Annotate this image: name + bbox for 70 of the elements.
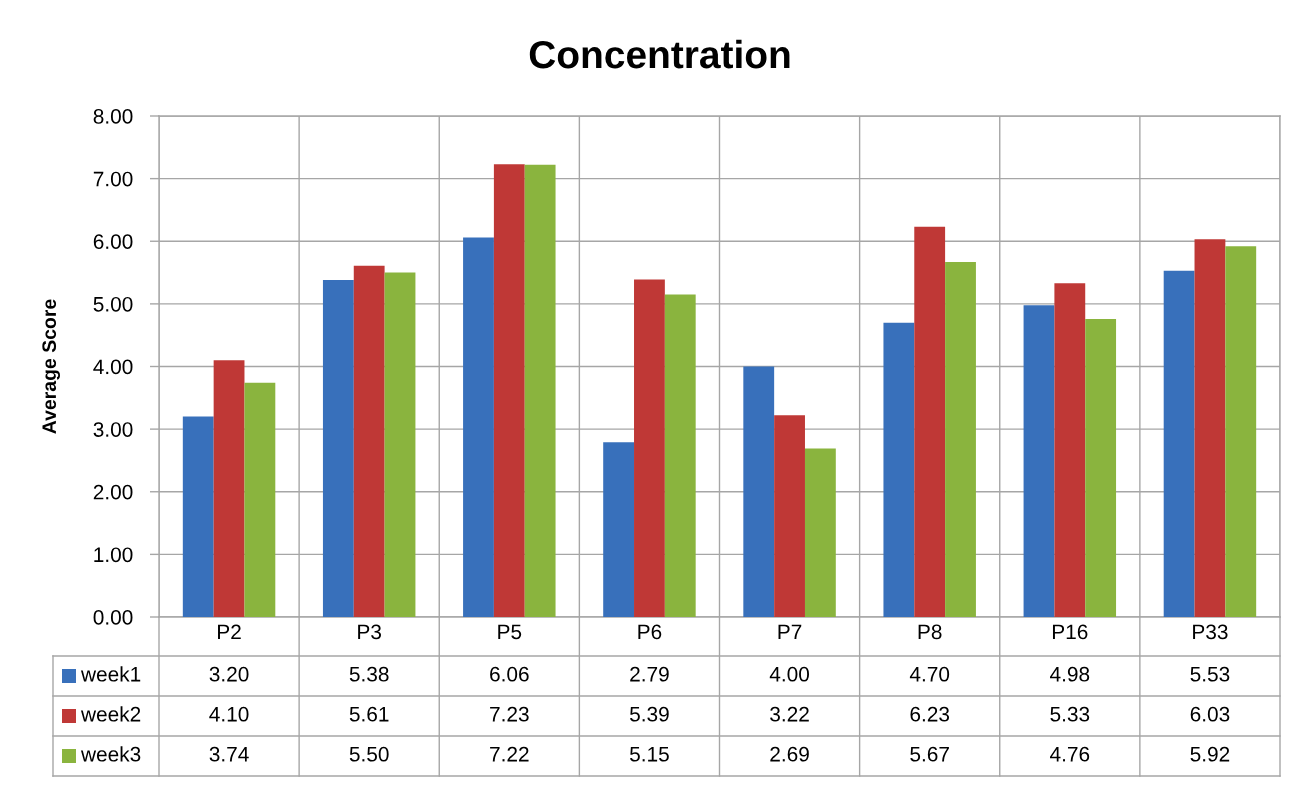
y-tick-label: 1.00 (94, 547, 133, 563)
data-label: 4.76 (1050, 746, 1090, 762)
x-tick-label: P7 (778, 624, 802, 640)
x-tick-label: P33 (1193, 624, 1228, 640)
y-axis-title: Average Score (42, 299, 60, 434)
data-label: 5.38 (349, 666, 389, 682)
data-label: 2.79 (630, 666, 669, 682)
data-label: 4.98 (1050, 666, 1090, 682)
bar (244, 382, 276, 617)
data-label: 5.39 (630, 706, 669, 722)
data-label: 5.92 (1190, 746, 1230, 762)
chart-title: Concentration (529, 39, 790, 69)
data-label: 7.22 (490, 746, 529, 762)
data-label: 7.23 (490, 706, 529, 722)
data-label: 5.15 (630, 747, 669, 762)
data-label: 5.67 (910, 746, 949, 762)
y-tick-label: 0.00 (93, 610, 133, 625)
bar (804, 448, 836, 617)
bar (1163, 270, 1195, 617)
data-label: 5.33 (1050, 706, 1090, 722)
bar (1085, 318, 1117, 617)
y-tick-label: 5.00 (93, 296, 133, 312)
bar (493, 164, 525, 617)
x-tick-label: P3 (358, 624, 382, 640)
y-tick-label: 7.00 (93, 171, 133, 187)
x-tick-label: P6 (638, 624, 662, 640)
bar (634, 279, 665, 617)
legend-label: week2 (80, 706, 141, 722)
data-label: 6.03 (1190, 706, 1230, 722)
bar (182, 416, 214, 617)
bar (524, 164, 556, 617)
data-label: 3.22 (770, 706, 809, 722)
x-tick-label: P16 (1052, 624, 1088, 640)
y-tick-label: 3.00 (93, 422, 133, 437)
data-label: 4.00 (769, 666, 810, 682)
data-label: 3.74 (209, 746, 249, 762)
bar (1054, 283, 1086, 617)
bar (603, 442, 635, 617)
bar (463, 237, 494, 617)
data-label: 5.61 (349, 706, 389, 722)
y-tick-label: 2.00 (93, 484, 133, 500)
bar (1023, 305, 1055, 617)
data-label: 5.53 (1190, 666, 1230, 682)
bar (1225, 246, 1257, 617)
data-label: 3.20 (209, 666, 249, 682)
data-label: 2.69 (770, 746, 809, 762)
data-label: 5.50 (349, 746, 389, 762)
data-label: 6.06 (490, 666, 529, 682)
bar (774, 415, 805, 617)
y-tick-label: 4.00 (93, 359, 133, 375)
bar (1194, 239, 1226, 617)
y-tick-label: 6.00 (93, 234, 133, 249)
bar (664, 294, 696, 617)
x-tick-label: P5 (498, 624, 522, 640)
x-tick-label: P8 (918, 624, 942, 640)
bar (883, 322, 915, 617)
bar (384, 272, 416, 617)
x-tick-label: P2 (218, 624, 241, 640)
data-label: 6.23 (910, 706, 950, 722)
bar (353, 265, 385, 617)
legend-label: week1 (80, 666, 141, 682)
bar (213, 360, 245, 617)
data-label: 4.70 (909, 666, 950, 682)
y-tick-label: 8.00 (93, 109, 133, 124)
bar (322, 280, 354, 617)
bar (743, 366, 775, 617)
legend-label: week3 (80, 746, 141, 762)
bar (914, 226, 946, 617)
bar (945, 261, 976, 617)
data-label: 4.10 (209, 706, 249, 722)
